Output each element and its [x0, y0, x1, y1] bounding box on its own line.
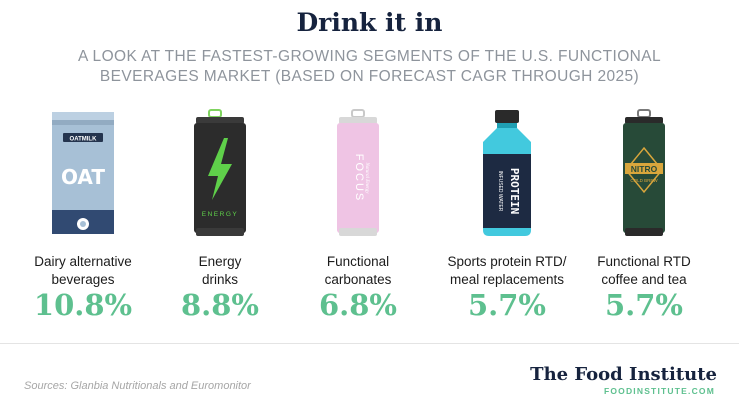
label-protein: Sports protein RTD/ meal replacements	[433, 253, 581, 289]
segment-coffee-tea: NITRO COLD BREW Functional RTD coffee an…	[570, 108, 718, 338]
value-carbonates: 6.8%	[318, 288, 397, 322]
label-energy: Energy drinks	[146, 253, 294, 289]
label-coffee-line-1: Functional RTD	[597, 254, 691, 269]
energy-text: ENERGY	[202, 211, 238, 218]
nitro-sub-text: COLD BREW	[630, 178, 658, 183]
brand-logo: The Food Institute	[530, 364, 717, 385]
subtitle-line-2: BEVERAGES MARKET (BASED ON FORECAST CAGR…	[99, 68, 640, 85]
source-note: Sources: Glanbia Nutritionals and Euromo…	[24, 380, 251, 392]
label-carbonates-line-1: Functional	[326, 254, 390, 269]
chart-title: Drink it in	[296, 8, 443, 37]
value-protein: 5.7%	[467, 288, 546, 322]
protein-sub-text: INFUSED WATER	[497, 171, 503, 212]
label-dairy-line-1: Dairy alternative	[34, 254, 132, 269]
label-protein-line-1: Sports protein RTD/	[447, 254, 567, 269]
segment-functional-carbonates: FOCUS Natural Energy Functional carbonat…	[284, 108, 432, 338]
segment-dairy-alternative: OATMILK OAT Dairy alternative beverages …	[9, 108, 157, 338]
subtitle-line-1: A LOOK AT THE FASTEST-GROWING SEGMENTS O…	[77, 48, 662, 65]
footer-divider	[0, 343, 739, 344]
focus-sub-text: Natural Energy	[364, 161, 369, 194]
brand-url: FOODINSTITUTE.COM	[603, 386, 715, 396]
label-dairy-line-2: beverages	[51, 272, 115, 287]
focus-can-body	[337, 123, 379, 233]
value-dairy: 10.8%	[33, 288, 133, 322]
oat-main-text: OAT	[61, 165, 105, 189]
protein-bottle-icon: PROTEIN INFUSED WATER	[483, 110, 531, 236]
protein-text: PROTEIN	[508, 168, 521, 214]
chart-subtitle: A LOOK AT THE FASTEST-GROWING SEGMENTS O…	[40, 47, 699, 87]
nitro-can-body	[623, 123, 665, 233]
label-coffee-line-2: coffee and tea	[601, 272, 687, 287]
bolt-icon	[208, 138, 232, 200]
focus-can-icon: FOCUS Natural Energy	[337, 109, 379, 236]
label-carbonates: Functional carbonates	[284, 253, 432, 289]
segment-energy-drinks: ENERGY Energy drinks 8.8%	[146, 108, 294, 338]
focus-text: FOCUS	[353, 154, 365, 203]
value-coffee: 5.7%	[604, 288, 683, 322]
oat-milk-carton-icon: OATMILK OAT	[52, 112, 114, 234]
label-energy-line-2: drinks	[201, 272, 238, 287]
nitro-can-icon: NITRO COLD BREW	[623, 109, 665, 236]
segment-sports-protein: PROTEIN INFUSED WATER Sports protein RTD…	[433, 108, 581, 338]
value-energy: 8.8%	[180, 288, 259, 322]
nitro-text: NITRO	[631, 164, 658, 174]
label-coffee: Functional RTD coffee and tea	[570, 253, 718, 289]
oat-top-text: OATMILK	[70, 137, 98, 143]
label-protein-line-2: meal replacements	[449, 272, 565, 287]
label-carbonates-line-2: carbonates	[324, 272, 392, 287]
label-dairy: Dairy alternative beverages	[9, 253, 157, 289]
energy-can-icon: ENERGY	[194, 109, 246, 236]
label-energy-line-1: Energy	[198, 254, 242, 269]
